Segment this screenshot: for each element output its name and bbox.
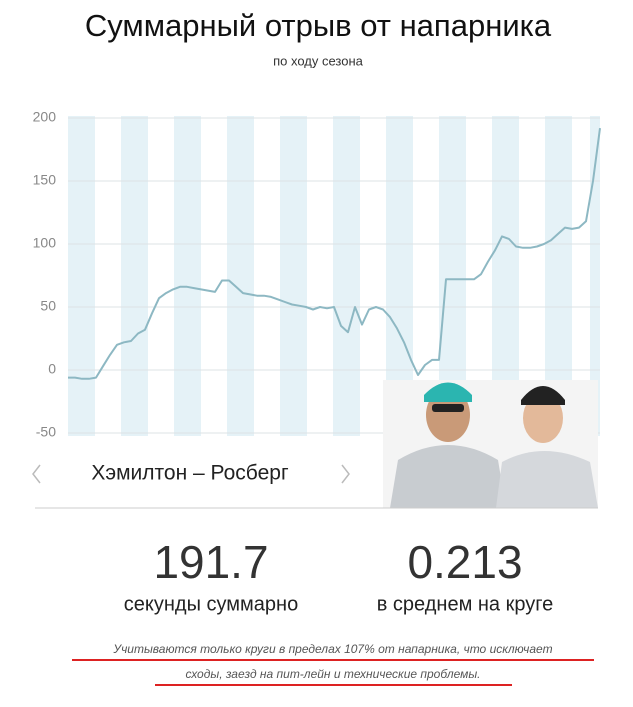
footnote: Учитываются только круги в пределах 107%… (112, 642, 552, 656)
chart-subtitle: по ходу сезона (273, 53, 364, 68)
y-tick-label: 100 (33, 235, 57, 251)
prev-arrow[interactable] (32, 464, 41, 484)
chart-title: Суммарный отрыв от напарника (85, 8, 552, 43)
y-tick-label: 50 (40, 298, 56, 314)
stat-label: в среднем на круге (377, 593, 553, 615)
footnote: сходы, заезд на пит-лейн и технические п… (185, 667, 480, 681)
pair-name: Хэмилтон – Росберг (91, 462, 289, 485)
y-tick-label: 0 (48, 361, 56, 377)
next-arrow[interactable] (341, 464, 350, 484)
stat-value: 191.7 (153, 536, 268, 588)
data-line (68, 127, 601, 380)
y-tick-label: -50 (36, 424, 56, 440)
y-tick-label: 150 (33, 172, 57, 188)
stat-value: 0.213 (407, 536, 522, 588)
stat-label: секунды суммарно (124, 593, 298, 615)
drivers-photo (383, 380, 598, 508)
y-tick-label: 200 (33, 109, 57, 125)
